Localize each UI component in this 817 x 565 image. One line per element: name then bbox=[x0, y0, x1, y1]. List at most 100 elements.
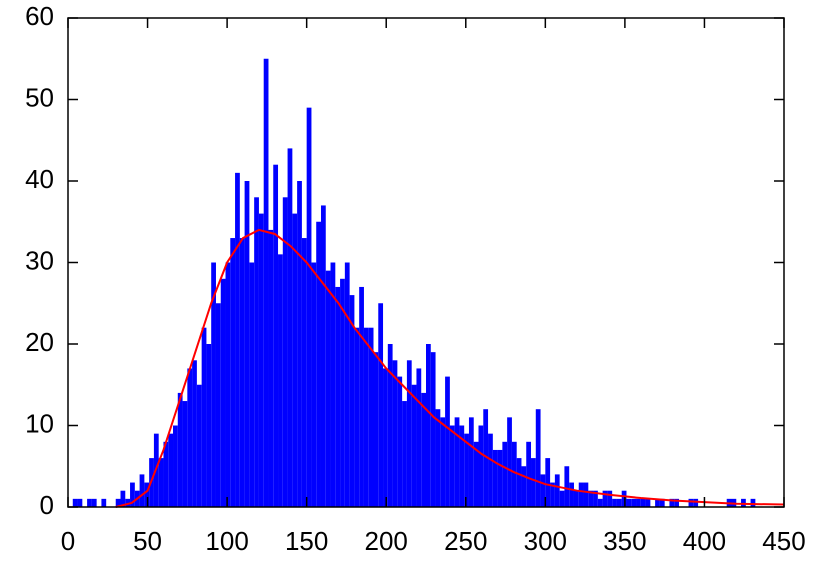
bar bbox=[387, 344, 393, 507]
bar bbox=[693, 498, 699, 507]
bar bbox=[406, 360, 412, 507]
y-tick-label: 30 bbox=[25, 245, 54, 275]
bar bbox=[659, 498, 665, 507]
x-tick-label: 0 bbox=[61, 526, 75, 556]
bar bbox=[192, 360, 197, 507]
bar bbox=[282, 197, 288, 508]
bar bbox=[273, 164, 279, 507]
bar bbox=[130, 482, 135, 507]
bar bbox=[215, 303, 221, 507]
bar bbox=[239, 238, 245, 508]
bar bbox=[230, 238, 236, 508]
bar bbox=[335, 286, 341, 507]
bar bbox=[402, 401, 407, 507]
bar bbox=[426, 344, 431, 507]
bar bbox=[640, 498, 646, 507]
bar bbox=[144, 482, 150, 507]
bar bbox=[373, 352, 379, 507]
bar bbox=[344, 262, 350, 507]
bar bbox=[292, 213, 298, 507]
bar bbox=[483, 409, 489, 507]
bar bbox=[588, 490, 594, 507]
bar bbox=[569, 482, 574, 507]
bar bbox=[464, 433, 469, 507]
x-tick-label: 300 bbox=[524, 526, 567, 556]
x-tick-label: 250 bbox=[444, 526, 487, 556]
bar bbox=[655, 498, 660, 507]
y-tick-label: 50 bbox=[25, 82, 54, 112]
bar bbox=[301, 238, 307, 508]
bar bbox=[421, 392, 426, 507]
bar bbox=[535, 409, 541, 507]
bar bbox=[554, 474, 560, 507]
bar bbox=[392, 360, 398, 507]
x-tick-label: 50 bbox=[133, 526, 162, 556]
bar bbox=[531, 458, 536, 507]
x-tick-label: 200 bbox=[365, 526, 408, 556]
bar bbox=[244, 181, 250, 507]
bar bbox=[473, 441, 479, 507]
bar bbox=[139, 474, 145, 507]
bar bbox=[173, 425, 178, 507]
bar bbox=[631, 498, 637, 507]
bar bbox=[320, 205, 326, 507]
fit-line bbox=[115, 228, 785, 508]
bar bbox=[688, 498, 694, 507]
bar bbox=[545, 458, 551, 507]
bar bbox=[636, 498, 641, 507]
bar bbox=[621, 490, 627, 507]
bar bbox=[511, 441, 517, 507]
bar bbox=[201, 327, 207, 507]
bar bbox=[521, 466, 527, 507]
bar bbox=[168, 433, 174, 507]
bar bbox=[368, 327, 374, 507]
bar bbox=[359, 286, 364, 507]
bar bbox=[578, 482, 584, 507]
bar bbox=[220, 278, 226, 507]
bar bbox=[316, 221, 321, 507]
bar bbox=[602, 490, 608, 507]
bar bbox=[91, 498, 97, 507]
bar bbox=[249, 262, 255, 507]
bar bbox=[573, 490, 579, 507]
bar bbox=[263, 58, 269, 507]
bar bbox=[397, 376, 403, 507]
bar bbox=[163, 441, 169, 507]
bar bbox=[445, 376, 450, 507]
bar bbox=[478, 425, 484, 507]
bar bbox=[593, 490, 598, 507]
bar bbox=[440, 417, 446, 507]
bar bbox=[502, 441, 508, 507]
bar bbox=[488, 433, 493, 507]
bar bbox=[211, 262, 216, 507]
bar bbox=[750, 498, 756, 507]
bar bbox=[330, 262, 336, 507]
bar bbox=[311, 262, 317, 507]
bar bbox=[540, 474, 546, 507]
bar bbox=[526, 441, 532, 507]
x-tick-label: 150 bbox=[285, 526, 328, 556]
x-tick-label: 350 bbox=[603, 526, 646, 556]
bar bbox=[182, 401, 188, 507]
bar bbox=[459, 425, 465, 507]
bar bbox=[559, 490, 565, 507]
bar bbox=[258, 213, 264, 507]
x-tick-label: 100 bbox=[205, 526, 248, 556]
bar bbox=[597, 498, 603, 507]
bar bbox=[497, 449, 503, 507]
bar bbox=[235, 172, 240, 507]
bar bbox=[354, 327, 360, 507]
bar bbox=[411, 384, 417, 507]
bar bbox=[516, 458, 522, 507]
bar bbox=[196, 384, 202, 507]
bar bbox=[468, 417, 474, 507]
x-tick-label: 450 bbox=[762, 526, 805, 556]
bar bbox=[101, 498, 107, 507]
bar bbox=[626, 498, 632, 507]
y-tick-label: 40 bbox=[25, 164, 54, 194]
bar bbox=[306, 107, 312, 508]
bar bbox=[187, 368, 193, 507]
bar bbox=[349, 295, 355, 507]
bar bbox=[674, 498, 679, 507]
